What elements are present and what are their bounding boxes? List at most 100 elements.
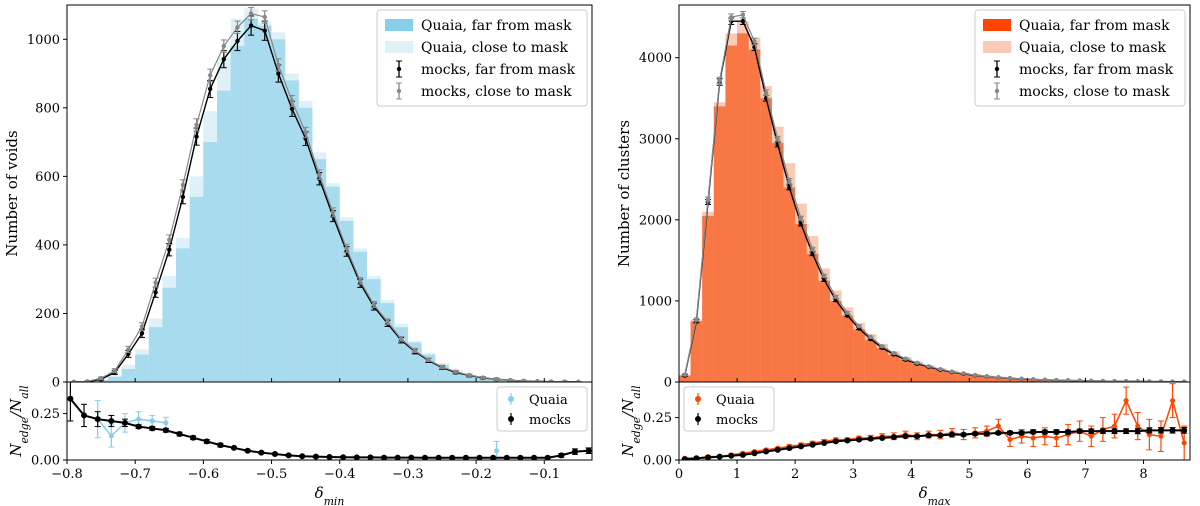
data-point [207, 86, 213, 92]
data-point [194, 122, 199, 128]
data-point [398, 336, 404, 342]
data-point [494, 377, 499, 382]
ratio-legend-marker [695, 416, 701, 422]
bar [795, 203, 807, 382]
ratio-legend-marker [508, 396, 514, 402]
ratio-point [163, 420, 169, 426]
data-point [71, 379, 77, 382]
ratio-point [960, 431, 967, 438]
bar [853, 322, 865, 382]
bar [203, 111, 217, 382]
ratio-point [1146, 427, 1153, 434]
legend-swatch [385, 41, 413, 53]
bar [380, 299, 395, 382]
ratio-point [435, 454, 442, 460]
ratio-point [1134, 428, 1141, 435]
bar [367, 275, 381, 382]
data-point [180, 194, 186, 200]
ratio-point [972, 430, 979, 437]
panel-voids: 0 200 400 600 800 1000 Number of voids Quaia, f… [3, 4, 593, 506]
data-point [1112, 378, 1117, 382]
bar [888, 351, 900, 382]
data-point [112, 368, 117, 373]
ratio-point [693, 455, 700, 460]
data-point [1019, 376, 1024, 381]
ratio-point [1018, 429, 1025, 436]
ratio-legend-box [496, 386, 588, 432]
x-tick-label: 2 [791, 467, 799, 482]
ratio-point [558, 452, 565, 459]
bar [934, 368, 947, 382]
y-tick-label: 200 [35, 307, 60, 322]
bar [407, 340, 422, 382]
bar-series-close [80, 8, 572, 382]
data-point [833, 294, 838, 300]
ratio-point [1157, 427, 1164, 434]
ratio-point [1006, 429, 1013, 436]
bar [148, 318, 163, 382]
data-point [521, 378, 527, 382]
ratio-y-tick-label: 0.25 [31, 407, 60, 422]
y-tick-label: 1000 [639, 294, 672, 309]
ratio-point [809, 441, 816, 448]
bar [230, 18, 245, 382]
ratio-point [1076, 428, 1083, 435]
data-point [1158, 379, 1164, 382]
ratio-point [326, 454, 333, 460]
bar [922, 364, 935, 382]
ratio-point [774, 446, 781, 453]
bar [911, 361, 923, 382]
legend-box [376, 9, 588, 107]
legend-swatch [385, 19, 413, 31]
data-point [1170, 379, 1175, 382]
data-point [344, 246, 349, 251]
data-point [1054, 377, 1059, 382]
ratio-series-mocks [681, 426, 1188, 460]
x-tick-label: −0.1 [528, 467, 560, 482]
data-point [317, 172, 322, 177]
data-point [167, 237, 172, 242]
bar [326, 183, 340, 382]
ratio-point [94, 416, 101, 423]
ratio-point [705, 454, 712, 460]
ratio-plot-area [681, 383, 1188, 460]
data-point [562, 379, 567, 382]
ratio-point [149, 425, 156, 432]
ratio-point [1135, 423, 1141, 429]
data-point [153, 290, 158, 295]
ratio-point [1111, 428, 1118, 435]
ratio-point [476, 454, 483, 460]
data-point [276, 62, 281, 68]
y-tick-label: 0 [664, 376, 672, 391]
ratio-plot-area [67, 382, 592, 460]
ratio-point [176, 431, 183, 437]
ratio-point [879, 434, 886, 441]
y-tick-label: 800 [35, 101, 60, 116]
data-point [248, 11, 254, 16]
x-axis-label: δmax [919, 484, 951, 506]
ratio-point [340, 454, 347, 460]
ratio-point [844, 437, 851, 444]
legend-label: mocks, far from mask [421, 62, 576, 78]
y-tick-label: 3000 [639, 132, 672, 147]
ratio-point [285, 452, 292, 459]
ratio-point [190, 434, 197, 441]
ratio-point [1088, 428, 1095, 435]
legend-label: Quaia, far from mask [1019, 18, 1170, 34]
x-tick-label: −0.4 [324, 467, 356, 482]
ratio-legend-label: Quaia [716, 393, 755, 408]
x-tick-label: 7 [1081, 467, 1089, 482]
bar [257, 22, 272, 382]
ratio-point [408, 454, 415, 460]
data-point [426, 357, 431, 362]
ratio-legend-marker [508, 416, 514, 422]
bar [946, 370, 958, 382]
data-point [207, 73, 213, 78]
legend-label: Quaia, close to mask [421, 40, 569, 56]
data-point [194, 134, 199, 139]
data-point [221, 43, 227, 49]
ratio-y-axis-label: Nedge/Nall [619, 385, 643, 458]
data-point [996, 375, 1001, 380]
ratio-point [258, 449, 265, 456]
bar [244, 8, 258, 382]
